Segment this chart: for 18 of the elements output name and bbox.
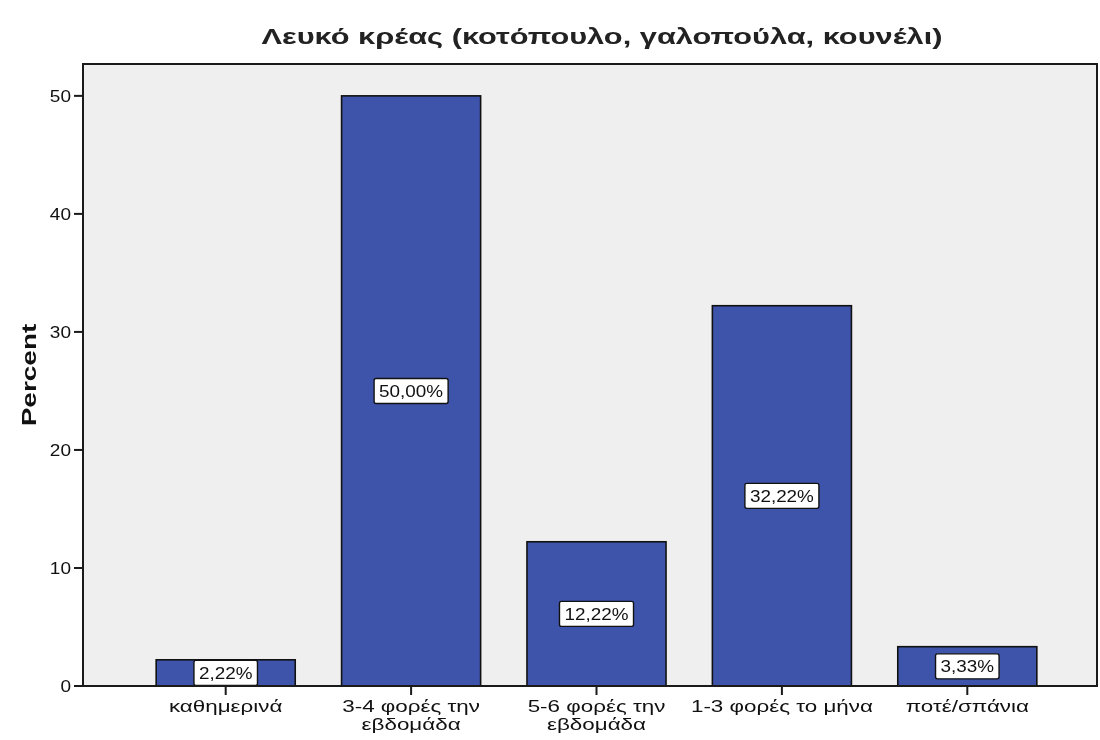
- data-label: 12,22%: [564, 605, 629, 624]
- data-label: 3,33%: [940, 657, 995, 677]
- data-label: 50,00%: [379, 382, 444, 401]
- y-axis-title: Percent: [17, 323, 41, 427]
- y-tick-label: 0: [60, 676, 71, 696]
- data-label: 32,22%: [749, 487, 814, 506]
- y-tick-label: 50: [49, 86, 71, 106]
- x-tick-label: καθημερινά: [168, 697, 283, 716]
- y-tick-label: 10: [49, 558, 71, 578]
- y-tick-label: 20: [49, 440, 71, 460]
- y-tick-label: 40: [49, 204, 71, 224]
- y-tick-label: 30: [49, 322, 71, 342]
- data-label: 2,22%: [198, 664, 253, 683]
- x-tick-label: ποτέ/σπάνια: [905, 697, 1029, 716]
- x-tick-label: 3-4 φορές την εβδομάδα: [342, 697, 480, 734]
- chart-title: Λευκό κρέας (κοτόπουλο, γαλοπούλα, κουνέλι): [261, 24, 943, 49]
- x-tick-label: 5-6 φορές την εβδομάδα: [527, 697, 666, 734]
- x-tick-label: 1-3 φορές το μήνα: [690, 697, 873, 716]
